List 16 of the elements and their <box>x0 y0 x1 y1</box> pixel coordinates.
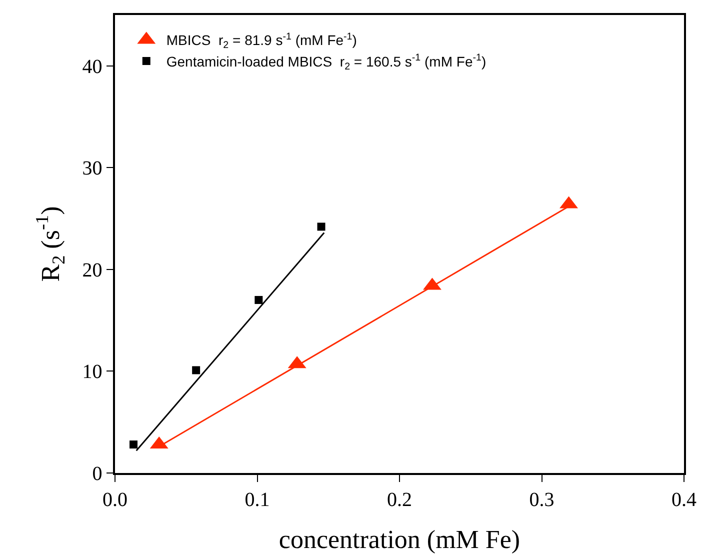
y-tick-label: 10 <box>82 361 102 384</box>
x-tick-label: 0.3 <box>529 488 554 511</box>
y-tick-label: 20 <box>82 259 102 282</box>
x-tick-label: 0.4 <box>672 488 696 511</box>
legend-label: MBICS r$_{2}$ = 81.9 s$^{-1}$ (mM Fe$^{-1}$) <box>166 31 357 52</box>
y-tick-label: 40 <box>82 56 102 78</box>
x-axis-title: concentration (mM Fe) <box>278 524 520 554</box>
legend-label: Gentamicin-loaded MBICS r$_{2}$ = 160.5 s$^{-1}$ (mM Fe$^{-1}$) <box>166 52 486 72</box>
x-tick-label: 0.0 <box>102 488 128 511</box>
x-tick-label: 0.2 <box>387 488 412 511</box>
point <box>254 296 263 304</box>
y-tick-label: 30 <box>82 158 102 180</box>
point <box>192 366 200 374</box>
point <box>129 440 138 448</box>
x-tick-label: 0.1 <box>244 488 270 511</box>
y-tick-label: 0 <box>92 463 102 485</box>
